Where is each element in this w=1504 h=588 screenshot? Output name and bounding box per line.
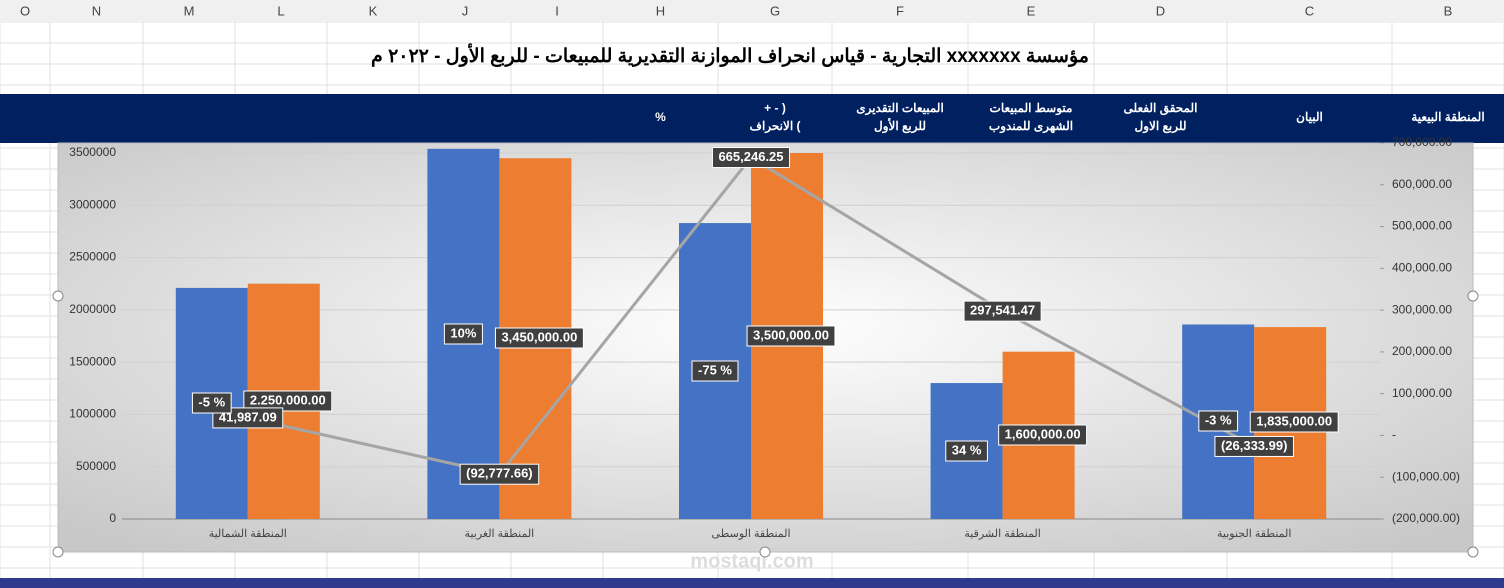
bar-label-box — [243, 390, 333, 412]
header-cell: المبيعات التقديرى للربع الأول — [856, 101, 944, 134]
line-label: (26,333.99) — [1221, 438, 1288, 453]
bar-label-box — [746, 325, 836, 347]
line-label: (92,777.66) — [466, 466, 533, 481]
header-cell: المحقق الفعلى للربع الاول — [1124, 101, 1198, 134]
x-tick-label: المنطقة الشرقية — [964, 528, 1040, 540]
x-tick-label: المنطقة الوسطى — [711, 528, 790, 540]
x-tick-label: المنطقة الغربية — [465, 528, 535, 540]
y-tick-label: 500000 — [76, 459, 116, 473]
header-cell: ( - +) الانحراف — [750, 101, 801, 134]
column-letter: N — [92, 3, 101, 18]
resize-handle — [1467, 546, 1479, 558]
line-label: 297,541.47 — [970, 303, 1035, 318]
x-tick-label: المنطقة الشمالية — [209, 528, 287, 540]
y2-tick-label: (200,000.00) — [1392, 511, 1460, 525]
y2-tick-label: (100,000.00) — [1392, 469, 1460, 483]
column-letter: M — [184, 3, 195, 18]
percent-label: 34 % — [952, 442, 982, 457]
percent-label-box — [191, 392, 232, 414]
line-label-box — [711, 147, 791, 169]
bar-label: 1,600,000.00 — [1005, 426, 1081, 441]
table-header — [0, 94, 1504, 143]
y2-tick-label: 500,000.00 — [1392, 219, 1452, 233]
y-tick-label: 3500000 — [69, 145, 116, 159]
column-letter: J — [462, 3, 469, 18]
column-letter: G — [770, 3, 780, 18]
bottom-bar — [0, 578, 1504, 588]
column-letter: D — [1156, 3, 1165, 18]
y2-tick-label: 400,000.00 — [1392, 261, 1452, 275]
column-letter: I — [555, 3, 559, 18]
resize-handle — [52, 546, 64, 558]
y-tick-label: 1500000 — [69, 354, 116, 368]
line-label: 665,246.25 — [718, 149, 783, 164]
sheet-title: مؤسسة xxxxxxx التجارية - قياس انحراف الم… — [371, 43, 1089, 67]
y2-tick-label: - — [1392, 428, 1396, 442]
resize-handle — [759, 546, 771, 558]
header-cell: متوسط المبيعات الشهرى للمندوب — [989, 101, 1073, 134]
y-tick-label: 2500000 — [69, 250, 116, 264]
header-cell: البيان — [1296, 110, 1323, 124]
percent-label: -75 % — [698, 362, 732, 377]
bar-label: 2.250.000.00 — [250, 392, 326, 407]
bar-label-box — [1249, 411, 1339, 433]
percent-label: -3 % — [1205, 412, 1232, 427]
column-letter: O — [20, 3, 30, 18]
y2-tick-label: 700,000.00 — [1392, 135, 1452, 149]
y-tick-label: 3000000 — [69, 197, 116, 211]
y-tick-label: 1000000 — [69, 407, 116, 421]
percent-label-box — [945, 440, 988, 462]
percent-label: 10% — [450, 325, 476, 340]
column-letter: B — [1444, 3, 1453, 18]
bar-label: 3,450,000.00 — [501, 329, 577, 344]
y2-tick-label: 100,000.00 — [1392, 386, 1452, 400]
x-tick-label: المنطقة الجنوبية — [1217, 528, 1291, 540]
percent-label-box — [443, 323, 483, 345]
column-letter: E — [1027, 3, 1036, 18]
y2-tick-label: 200,000.00 — [1392, 344, 1452, 358]
column-letter: H — [656, 3, 665, 18]
header-cell: المنطقة البيعية — [1411, 110, 1484, 124]
percent-label: -5 % — [198, 394, 225, 409]
column-letter: L — [277, 3, 284, 18]
column-letter: C — [1305, 3, 1314, 18]
bar-label: 3,500,000.00 — [753, 327, 829, 342]
y-tick-label: 0 — [109, 511, 116, 525]
percent-label-box — [691, 360, 739, 382]
column-header-bar — [0, 0, 1504, 22]
percent-label-box — [1198, 410, 1239, 432]
y2-tick-label: 600,000.00 — [1392, 177, 1452, 191]
bar-label-box — [998, 424, 1088, 446]
line-label-box — [459, 463, 540, 485]
line-label-box — [963, 300, 1042, 322]
y-tick-label: 2000000 — [69, 302, 116, 316]
bar-label-box — [494, 327, 584, 349]
column-letter: K — [369, 3, 378, 18]
resize-handle — [52, 290, 64, 302]
bar-label: 1,835,000.00 — [1256, 413, 1332, 428]
header-cell: % — [655, 110, 666, 124]
watermark: mostaql.com — [690, 550, 813, 572]
line-label-box — [1214, 435, 1294, 457]
line-label: 41,987.09 — [219, 409, 277, 424]
resize-handle — [1467, 290, 1479, 302]
y2-tick-label: 300,000.00 — [1392, 302, 1452, 316]
column-letter: F — [896, 3, 904, 18]
